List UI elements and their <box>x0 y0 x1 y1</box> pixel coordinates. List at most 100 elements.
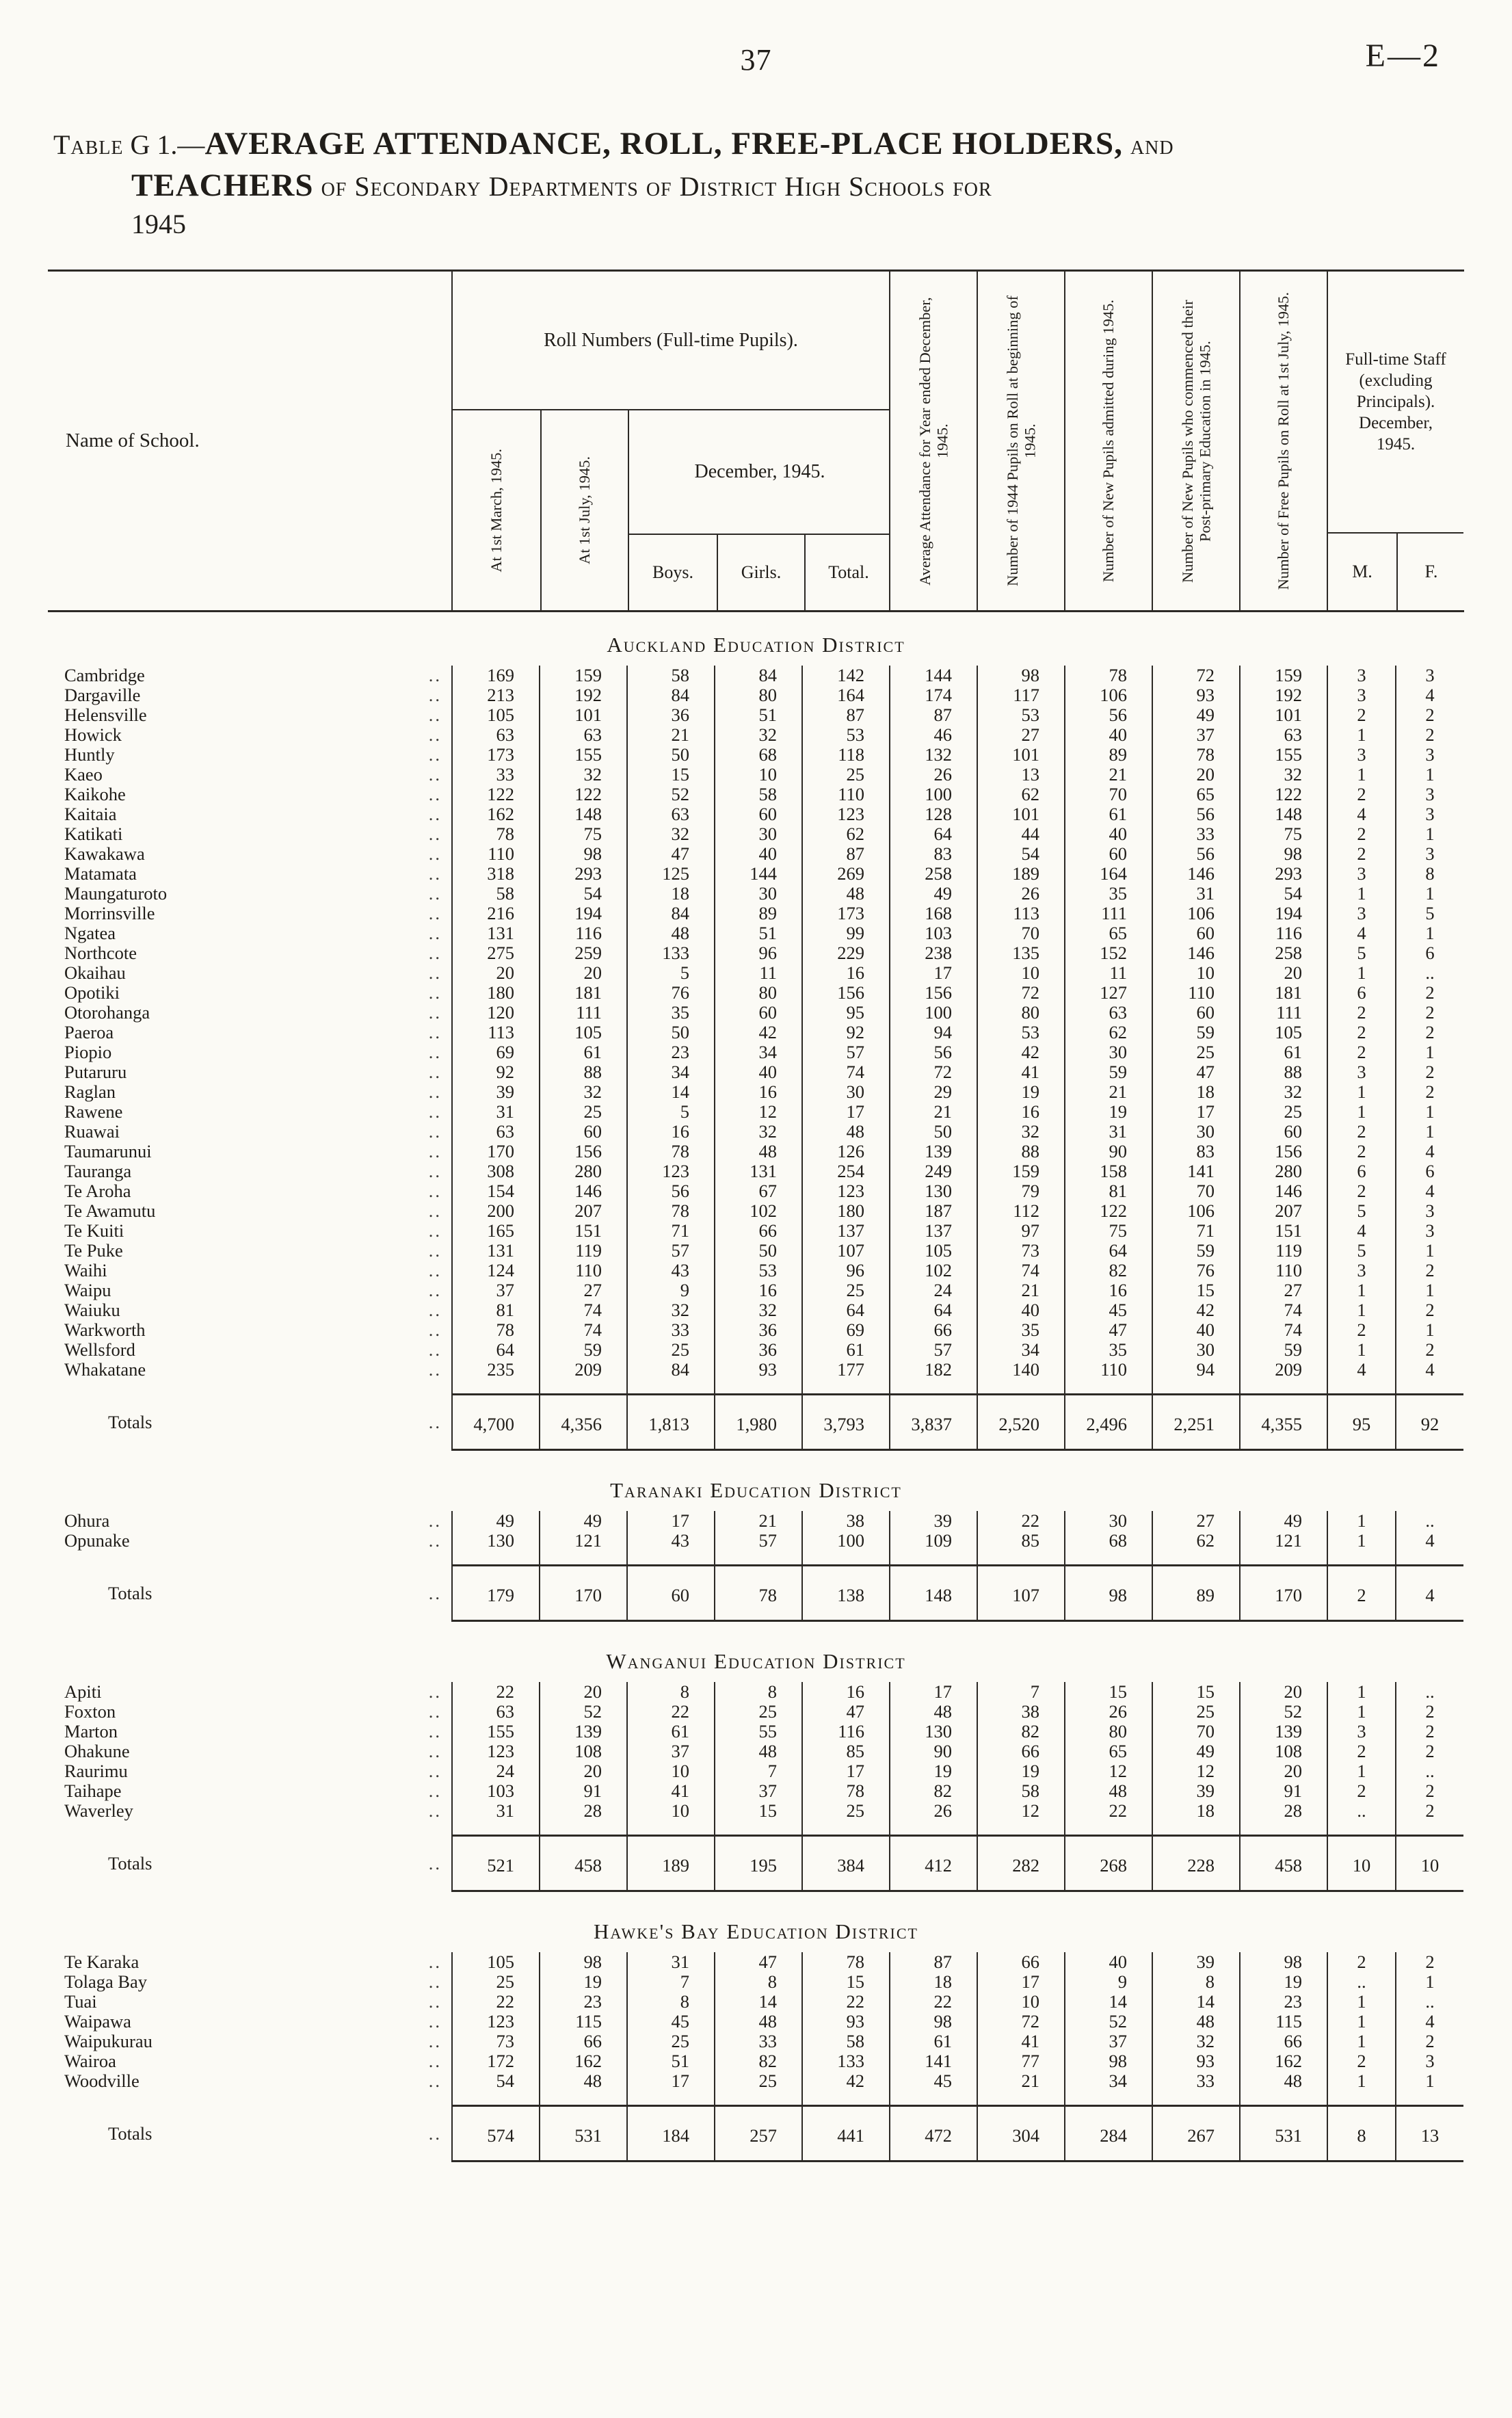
value-cell: 25 <box>626 2032 714 2052</box>
value-cell: 194 <box>539 904 626 924</box>
school-name-cell: Kawakawa.. <box>48 844 451 864</box>
value-cell: 141 <box>889 2051 977 2072</box>
value-cell: 87 <box>801 705 889 726</box>
value-cell: 70 <box>1064 785 1152 805</box>
value-cell: 61 <box>1239 1042 1327 1063</box>
value-cell: 259 <box>539 943 626 964</box>
value-cell: 30 <box>1064 1042 1152 1063</box>
value-cell: 60 <box>1064 844 1152 865</box>
value-cell: 101 <box>1239 705 1327 726</box>
value-cell: 64 <box>1064 1241 1152 1261</box>
gap-cell <box>1064 1380 1152 1394</box>
value-cell: 228 <box>1152 1835 1239 1893</box>
value-cell: 58 <box>451 884 539 904</box>
value-cell: 82 <box>889 1781 977 1802</box>
value-cell: 1 <box>1327 1340 1395 1361</box>
gap-cell <box>1064 1551 1152 1565</box>
value-cell: 51 <box>714 705 801 726</box>
value-cell: 293 <box>1239 864 1327 884</box>
col-header-total: Total. <box>804 535 892 611</box>
value-cell: 31 <box>451 1102 539 1122</box>
value-cell: 139 <box>889 1142 977 1162</box>
value-cell: 61 <box>889 2032 977 2052</box>
table-row: Raglan.. 39 32 14 16 30 29 19 21 18 32 1 2 <box>48 1082 1464 1103</box>
table-row: Ohura.. 49 49 17 21 38 39 22 30 27 49 1.. <box>48 1511 1464 1532</box>
value-cell: 112 <box>977 1201 1064 1222</box>
value-cell: 189 <box>626 1835 714 1893</box>
value-cell: 192 <box>539 685 626 706</box>
value-cell: 48 <box>714 1142 801 1162</box>
value-cell: 111 <box>1064 904 1152 924</box>
value-cell: 1 <box>1395 1972 1463 1993</box>
value-cell: 47 <box>1064 1320 1152 1341</box>
value-cell: 25 <box>1152 1702 1239 1722</box>
value-cell: 107 <box>977 1564 1064 1622</box>
gap-cell <box>626 1821 714 1835</box>
value-cell: 52 <box>1064 2012 1152 2032</box>
dot-leader: .. <box>428 804 442 825</box>
value-cell: 2 <box>1327 1742 1395 1762</box>
value-cell: 98 <box>539 1952 626 1973</box>
value-cell: 2 <box>1327 824 1395 845</box>
school-name: Rawene <box>64 1102 123 1122</box>
dot-leader: .. <box>428 2051 442 2072</box>
school-name: Piopio <box>64 1042 112 1063</box>
col-header-december-1945: December, 1945. <box>629 410 890 536</box>
value-cell: 184 <box>626 2105 714 2163</box>
value-cell: 45 <box>889 2071 977 2092</box>
school-name-cell: Northcote.. <box>48 943 451 963</box>
school-name-cell: Totals.. <box>48 1835 451 1892</box>
value-cell: 61 <box>801 1340 889 1361</box>
value-cell: 8 <box>714 1682 801 1703</box>
value-cell: 53 <box>714 1261 801 1281</box>
value-cell: 4,356 <box>539 1393 626 1451</box>
dot-leader: .. <box>428 1781 442 1802</box>
value-cell: 137 <box>801 1221 889 1241</box>
value-cell: 12 <box>714 1102 801 1122</box>
value-cell: 113 <box>977 904 1064 924</box>
value-cell: 63 <box>626 804 714 825</box>
value-cell: 164 <box>1064 864 1152 884</box>
value-cell: 15 <box>626 765 714 785</box>
value-cell: 12 <box>1064 1761 1152 1782</box>
dot-leader: .. <box>428 785 442 805</box>
value-cell: 7 <box>626 1972 714 1993</box>
value-cell: 106 <box>1152 904 1239 924</box>
value-cell: 209 <box>539 1360 626 1380</box>
value-cell: 14 <box>1152 1992 1239 2012</box>
value-cell: 105 <box>1239 1023 1327 1043</box>
value-cell: 15 <box>801 1972 889 1993</box>
value-cell: 21 <box>977 1280 1064 1301</box>
value-cell: 59 <box>1152 1241 1239 1261</box>
col-header-boys: Boys. <box>652 562 693 583</box>
value-cell: 94 <box>1152 1360 1239 1380</box>
value-cell: 63 <box>539 725 626 746</box>
value-cell: 56 <box>889 1042 977 1063</box>
dot-leader: .. <box>428 1742 442 1762</box>
table-row: Howick.. 63 63 21 32 53 46 27 40 37 63 1 2 <box>48 725 1464 746</box>
value-cell: 60 <box>1152 923 1239 944</box>
value-cell: 69 <box>451 1042 539 1063</box>
col-group-december-1945: December, 1945. Boys. Girls. Total. <box>628 410 892 611</box>
value-cell: 71 <box>1152 1221 1239 1241</box>
school-name: Huntly <box>64 745 115 765</box>
school-name-cell: Kaeo.. <box>48 765 451 785</box>
gap-cell <box>539 1551 626 1565</box>
value-cell: 56 <box>1152 844 1239 865</box>
value-cell: 105 <box>539 1023 626 1043</box>
value-cell: 123 <box>801 1181 889 1202</box>
col-header-roll-numbers: Roll Numbers (Full-time Pupils). <box>453 272 889 411</box>
table-row: Opunake.. 130 121 43 57 100 109 85 68 62 121 1 4 <box>48 1531 1464 1551</box>
school-name-cell: Taumarunui.. <box>48 1142 451 1161</box>
value-cell: 111 <box>539 1003 626 1023</box>
gap-row <box>48 2091 1464 2105</box>
value-cell: 4,700 <box>451 1393 539 1451</box>
value-cell: 22 <box>626 1702 714 1722</box>
value-cell: 17 <box>626 1511 714 1532</box>
gap-cell <box>889 1551 977 1565</box>
dot-leader: .. <box>428 1042 442 1063</box>
school-name-cell: Waipu.. <box>48 1280 451 1300</box>
dot-leader: .. <box>428 2123 442 2144</box>
value-cell: 67 <box>714 1181 801 1202</box>
value-cell: 110 <box>1064 1360 1152 1380</box>
